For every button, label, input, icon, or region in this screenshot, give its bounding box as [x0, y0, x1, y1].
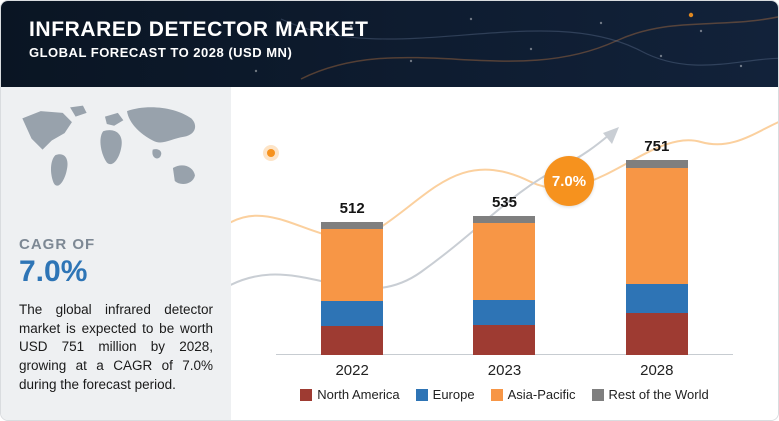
category-label: 2023	[487, 362, 522, 379]
legend-label: Europe	[432, 387, 475, 402]
bar-stack	[321, 221, 384, 355]
segment-rest-of-the-world	[321, 221, 384, 229]
legend-item-north-america: North America	[300, 387, 400, 402]
legend-label: Asia-Pacific	[507, 387, 576, 402]
category-label: 2028	[640, 362, 674, 379]
legend-item-rest-of-the-world: Rest of the World	[591, 387, 709, 402]
legend-item-asia-pacific: Asia-Pacific	[490, 387, 576, 402]
report-subtitle: GLOBAL FORECAST TO 2028 (USD MN)	[29, 45, 293, 61]
legend-item-europe: Europe	[415, 387, 475, 402]
bar-2022: 512 2022	[321, 199, 384, 379]
world-map-container	[1, 87, 231, 218]
category-label: 2022	[335, 362, 369, 379]
segment-europe	[321, 301, 384, 327]
segment-asia-pacific	[625, 167, 688, 284]
segment-europe	[625, 283, 688, 314]
bar-total-label: 751	[644, 137, 670, 155]
bar-total-label: 535	[491, 193, 517, 211]
legend-label: Rest of the World	[608, 387, 709, 402]
title-block: INFRARED DETECTOR MARKET GLOBAL FORECAST…	[29, 18, 369, 60]
segment-north-america	[321, 326, 384, 355]
bar-2023: 535 2023	[473, 193, 536, 379]
report-title: INFRARED DETECTOR MARKET	[29, 18, 369, 41]
world-map	[22, 105, 196, 186]
segment-rest-of-the-world	[473, 215, 536, 224]
segment-north-america	[473, 325, 536, 355]
header: INFRARED DETECTOR MARKET GLOBAL FORECAST…	[1, 1, 778, 87]
segment-asia-pacific	[473, 223, 536, 301]
cagr-value: 7.0%	[19, 255, 88, 288]
bars-container: 512 2022 535 2023 751 2028	[276, 137, 733, 379]
sidebar: CAGR OF 7.0% The global infrared detecto…	[1, 87, 231, 420]
legend-label: North America	[317, 387, 400, 402]
segment-rest-of-the-world	[625, 159, 688, 168]
legend-swatch	[415, 388, 428, 401]
legend-swatch	[300, 388, 313, 401]
chart-legend: North America Europe Asia-Pacific Rest of t…	[231, 387, 778, 402]
bar-total-label: 512	[339, 199, 365, 217]
growth-rate-badge: 7.0%	[544, 156, 594, 206]
legend-swatch	[490, 388, 503, 401]
cagr-label: CAGR OF	[19, 236, 96, 253]
header-decor-lines	[254, 12, 778, 80]
legend-swatch	[591, 388, 604, 401]
chart-panel: 512 2022 535 2023 751 2028 North America Europ…	[231, 87, 778, 420]
segment-europe	[473, 300, 536, 326]
market-summary-text: The global infrared detector market is e…	[19, 302, 213, 392]
segment-north-america	[625, 313, 688, 355]
bar-2028: 751 2028	[625, 137, 688, 379]
bar-stack	[625, 159, 688, 355]
bar-stack	[473, 215, 536, 355]
segment-asia-pacific	[321, 228, 384, 302]
